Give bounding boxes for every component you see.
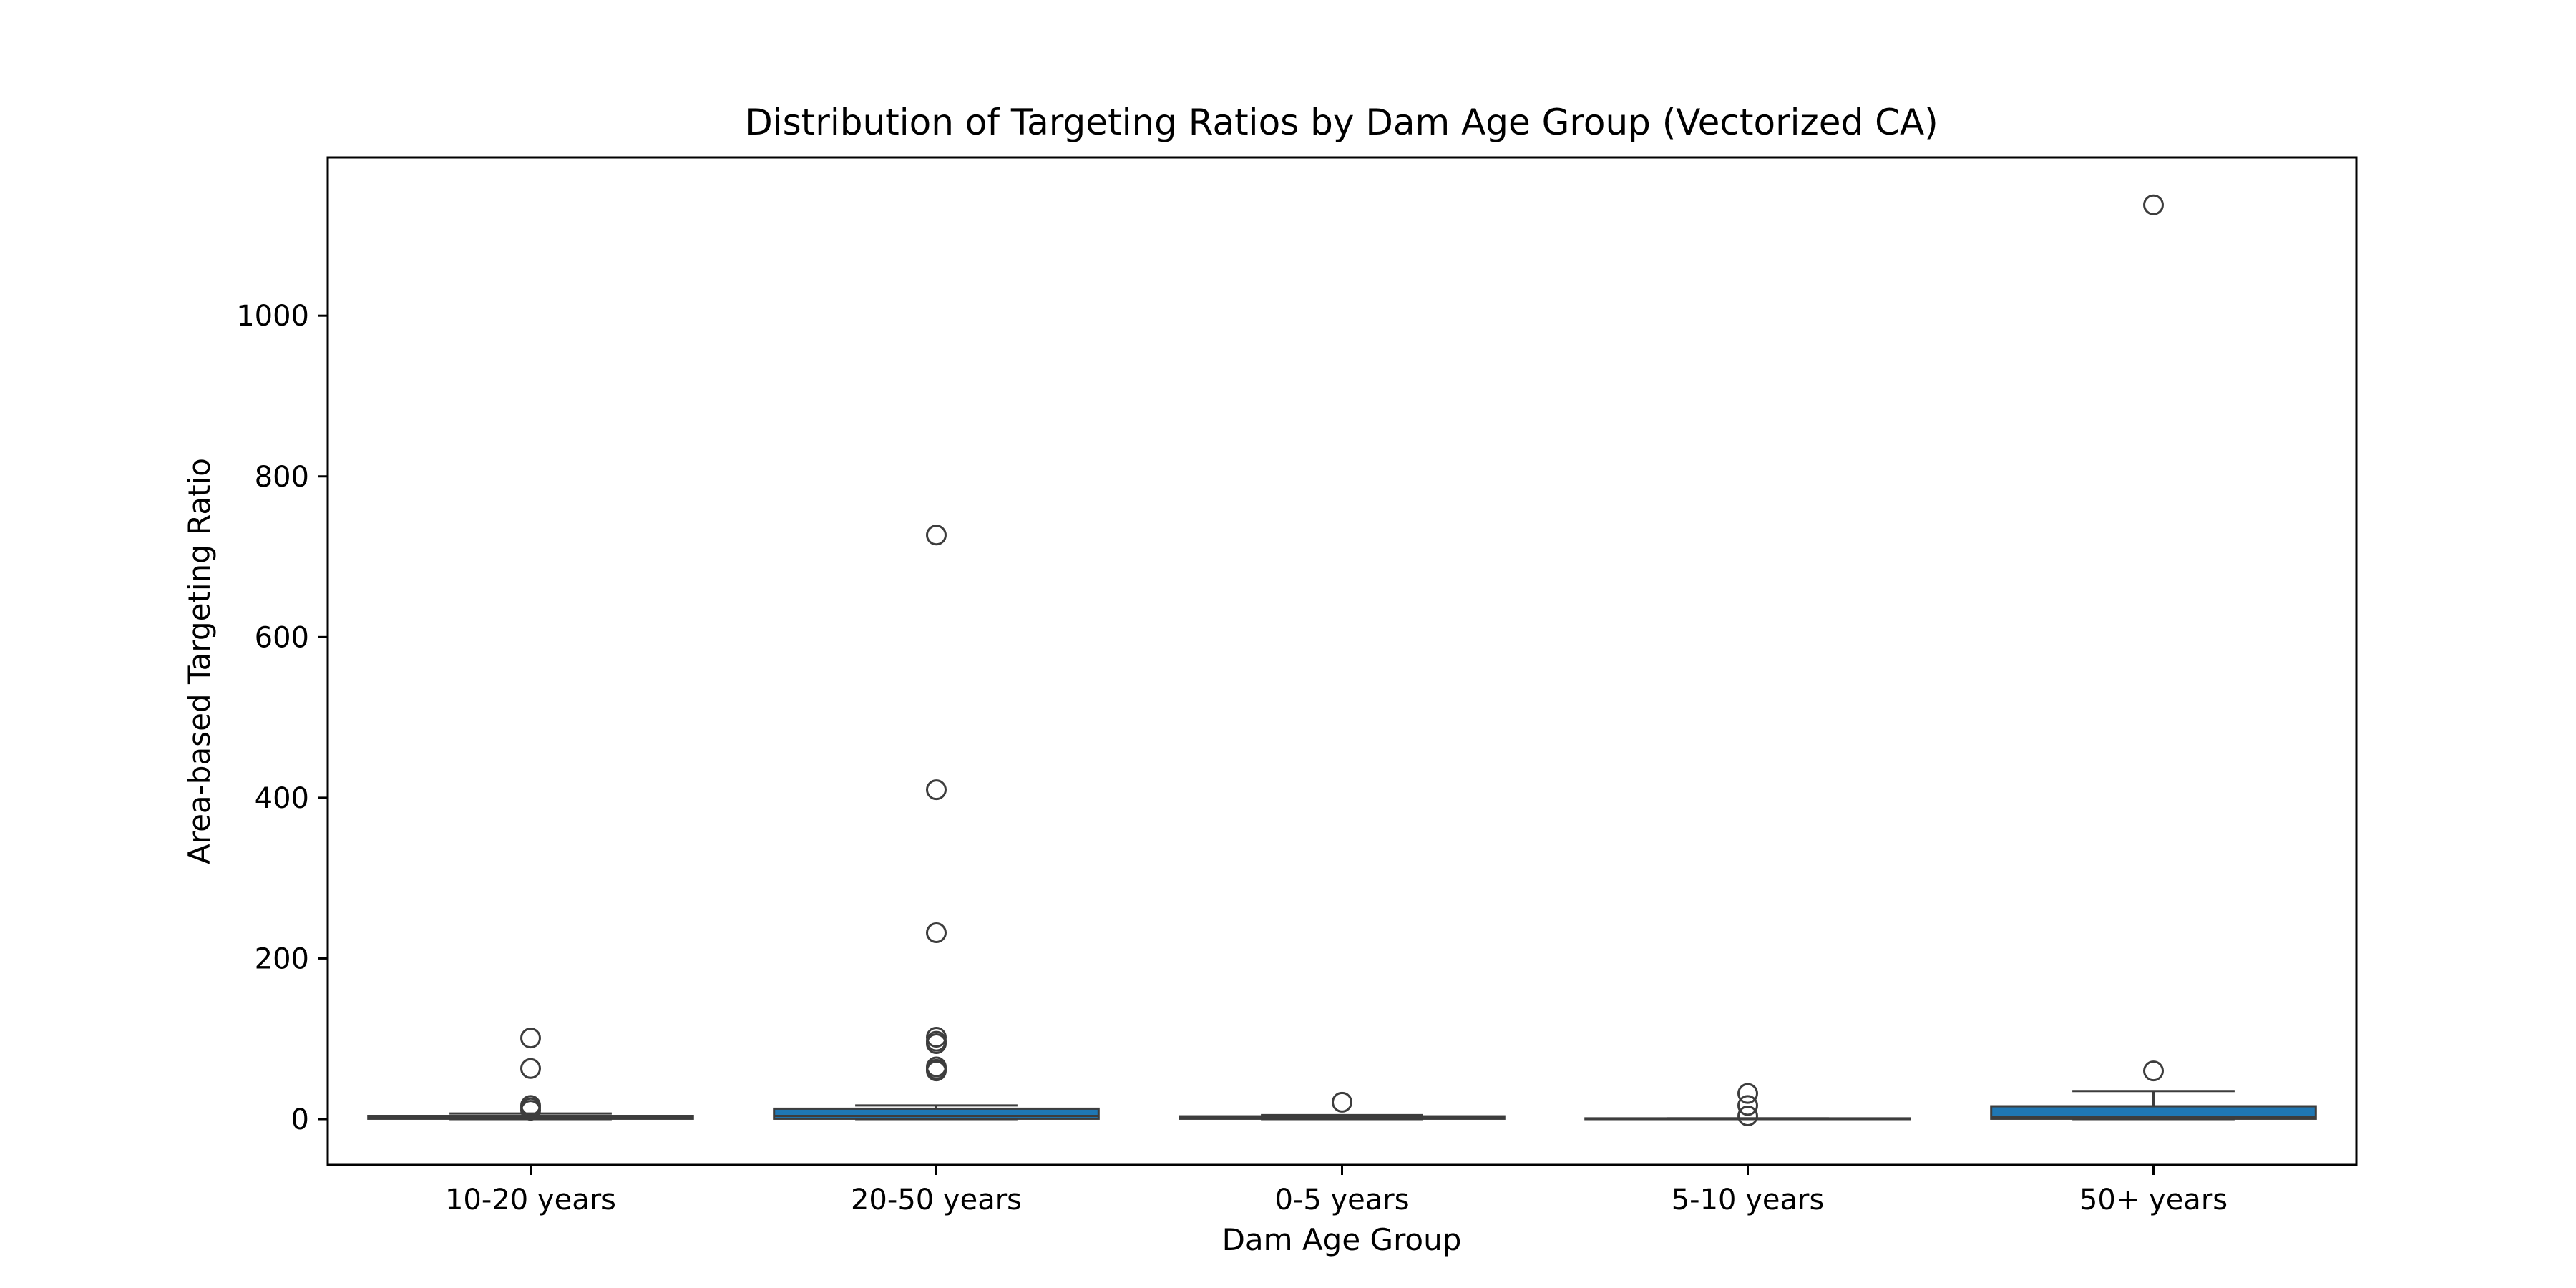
outlier-point [926,779,947,801]
plot-frame [326,156,2358,1166]
box-group [1584,1083,1911,1127]
x-axis-label: Dam Age Group [1222,1222,1462,1257]
y-axis-label: Area-based Targeting Ratio [182,458,217,864]
box-group [367,1028,694,1121]
outlier-point [2143,194,2164,215]
outlier-point [2143,1060,2164,1082]
outlier-point [926,1060,947,1082]
outlier-point [926,922,947,944]
y-tick-label: 1000 [236,300,309,333]
x-tick-label: 20-50 years [851,1184,1022,1216]
box-group [773,525,1100,1121]
chart-title: Distribution of Targeting Ratios by Dam … [745,102,1938,143]
outlier-point [520,1028,541,1049]
y-tick-label: 200 [255,942,309,975]
outlier-point [1332,1091,1352,1113]
outlier-point [1737,1095,1758,1116]
box-body [1990,1105,2317,1120]
x-axis: 10-20 years 20-50 years 0-5 years 5-10 year… [445,1165,2228,1216]
box-group [1179,1091,1506,1121]
outlier-point [520,1100,541,1121]
x-tick-label: 50+ years [2079,1184,2228,1216]
x-tick-label: 10-20 years [445,1184,616,1216]
outlier-point [926,525,947,546]
box-group [1990,194,2317,1121]
outlier-point [520,1058,541,1079]
outlier-point [926,1033,947,1054]
outlier-point [1737,1083,1758,1104]
y-axis: 0 200 400 600 800 1000 [236,300,328,1136]
box-body [773,1107,1100,1120]
plot-area [367,194,2317,1127]
y-tick-label: 0 [291,1103,309,1136]
y-tick-label: 800 [255,461,309,494]
y-tick-label: 400 [255,782,309,815]
outlier-point [1737,1106,1758,1127]
x-tick-label: 5-10 years [1672,1184,1825,1216]
x-tick-label: 0-5 years [1274,1184,1409,1216]
y-tick-label: 600 [255,621,309,654]
